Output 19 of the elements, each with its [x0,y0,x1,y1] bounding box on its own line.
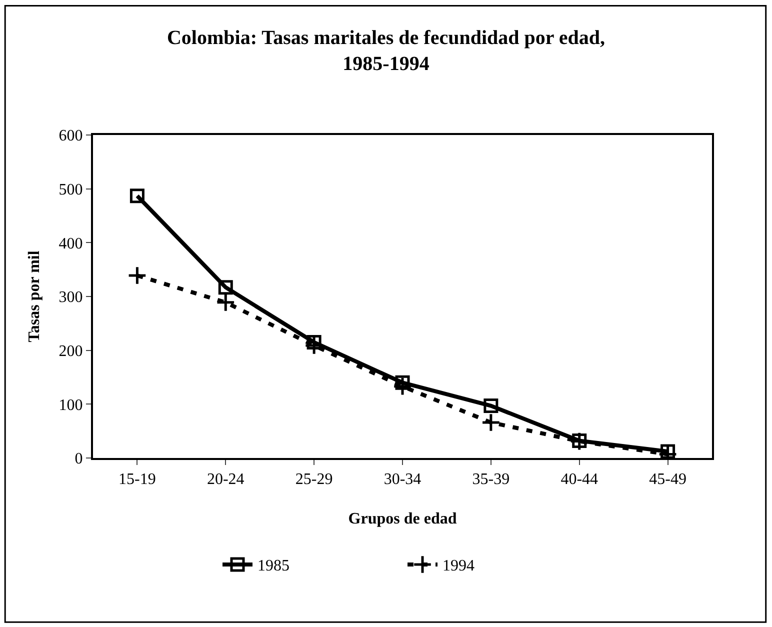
x-tick-label: 20-24 [206,471,244,488]
y-tick-label: 200 [58,342,83,360]
y-tick-label: 300 [58,289,83,306]
x-tick-label: 25-29 [295,471,333,488]
x-tick-label: 45-49 [649,471,686,488]
legend-label: 1985 [258,558,290,575]
y-tick-label: 600 [58,128,83,145]
y-axis-title: Tasas por mil [26,250,44,342]
x-tick-label: 15-19 [118,471,156,488]
y-tick-label: 100 [58,396,83,414]
x-tick-label: 30-34 [384,471,422,488]
chart-title: Colombia: Tasas maritales de fecundidad por edad, 1985-1994 [166,26,606,75]
y-tick-label: 500 [58,181,83,198]
x-tick-label: 40-44 [560,471,598,488]
y-tick-label: 0 [74,450,83,468]
legend-label: 1994 [442,558,474,575]
y-tick-label: 400 [58,235,83,252]
x-tick-label: 35-39 [472,471,510,488]
x-axis-title: Grupos de edad [348,510,457,528]
